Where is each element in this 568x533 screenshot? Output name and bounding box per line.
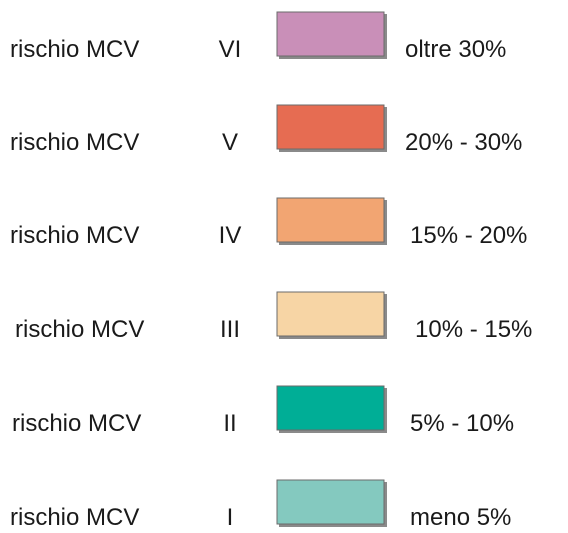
color-swatch xyxy=(276,11,385,57)
color-swatch xyxy=(276,479,385,525)
risk-label: rischio MCV xyxy=(12,410,141,437)
risk-label: rischio MCV xyxy=(10,504,139,531)
color-swatch xyxy=(276,197,385,243)
risk-range: 10% - 15% xyxy=(415,316,532,343)
risk-class: V xyxy=(222,129,238,156)
risk-class: VI xyxy=(219,36,242,63)
color-swatch xyxy=(276,385,385,431)
risk-range: 15% - 20% xyxy=(410,222,527,249)
risk-range: meno 5% xyxy=(410,504,511,531)
risk-range: oltre 30% xyxy=(405,36,506,63)
risk-label: rischio MCV xyxy=(15,316,144,343)
risk-class: III xyxy=(220,316,240,343)
color-swatch xyxy=(276,291,385,337)
risk-class: IV xyxy=(219,222,242,249)
color-swatch xyxy=(276,104,385,150)
risk-label: rischio MCV xyxy=(10,222,139,249)
risk-range: 5% - 10% xyxy=(410,410,514,437)
risk-label: rischio MCV xyxy=(10,36,139,63)
risk-range: 20% - 30% xyxy=(405,129,522,156)
risk-class: I xyxy=(227,504,234,531)
risk-label: rischio MCV xyxy=(10,129,139,156)
risk-class: II xyxy=(223,410,236,437)
